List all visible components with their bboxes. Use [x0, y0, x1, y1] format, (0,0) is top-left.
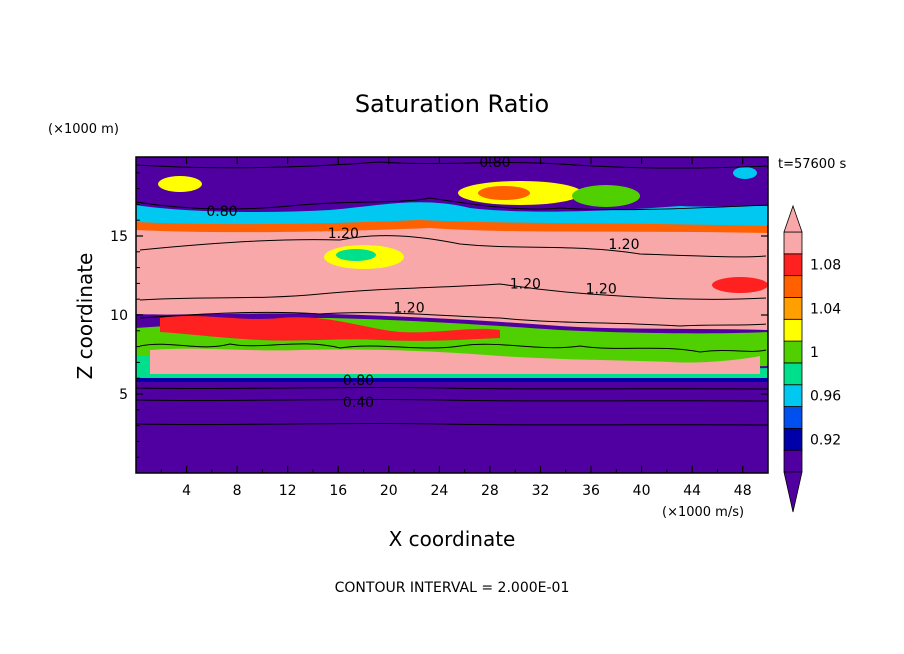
contour-line-0-80-upper — [136, 197, 768, 211]
x-tick-label: 24 — [430, 483, 448, 499]
y-tick-label: 5 — [119, 387, 128, 403]
x-tick-label: 28 — [481, 483, 499, 499]
cloud-patch-6 — [336, 249, 376, 261]
x-axis: 4 8 12 16 20 24 28 32 36 40 44 48 — [160, 157, 752, 499]
plot-field — [136, 157, 768, 473]
colorbar-label: 0.92 — [810, 432, 841, 448]
colorbar-segment — [783, 449, 803, 473]
contour-line-bottom — [136, 422, 768, 426]
y-units-label: (×1000 m) — [48, 122, 119, 137]
colorbar-segment — [783, 275, 803, 298]
x-tick-label: 40 — [633, 483, 651, 499]
x-tick-label: 36 — [582, 483, 600, 499]
contour-labels: 0.80 0.80 1.20 1.20 1.20 1.20 1.20 0.80 0.40 — [206, 155, 639, 411]
time-label: t=57600 s — [778, 157, 846, 172]
x-tick-label: 32 — [532, 483, 550, 499]
colorbar-top-arrow — [783, 204, 803, 233]
contour-line-0-80-lower — [136, 386, 768, 390]
contour-line-1-20-mid — [139, 283, 767, 301]
x-tick-label: 16 — [329, 483, 347, 499]
colorbar-segment — [783, 362, 803, 386]
x-tick-label: 48 — [734, 483, 752, 499]
chart-title: Saturation Ratio — [355, 90, 549, 118]
contour-label: 0.80 — [206, 204, 237, 220]
x-tick-label: 20 — [380, 483, 398, 499]
colorbar-segment — [783, 384, 803, 407]
cloud-patch-3 — [572, 185, 640, 207]
contour-interval-footer: CONTOUR INTERVAL = 2.000E-01 — [335, 580, 570, 596]
main-saturated-region — [136, 228, 768, 330]
contour-label: 0.80 — [343, 373, 374, 389]
colorbar-label: 0.96 — [810, 389, 841, 405]
cloud-patch-7 — [712, 277, 768, 293]
x-tick-label: 44 — [683, 483, 701, 499]
contour-label: 1.20 — [608, 237, 639, 253]
x-tick-label: 4 — [182, 483, 191, 499]
colorbar-bottom-arrow — [783, 471, 803, 513]
contour-label: 1.20 — [510, 277, 541, 293]
cloud-patch-2 — [478, 186, 530, 200]
cloud-patch-4 — [158, 176, 202, 192]
contour-label: 1.20 — [586, 281, 617, 297]
y-axis-label: Z coordinate — [73, 253, 97, 380]
x-axis-label: X coordinate — [389, 527, 516, 551]
mid-cloud-red-streak — [160, 316, 500, 341]
colorbar-label: 1.04 — [810, 301, 841, 317]
colorbar-segment — [783, 427, 803, 451]
contour-label: 1.20 — [393, 300, 424, 316]
colorbar-segment — [783, 253, 803, 277]
x-units-label: (×1000 m/s) — [662, 505, 744, 520]
colorbar-segment — [783, 318, 803, 342]
colorbar-segment — [783, 297, 803, 320]
contour-line-0-40 — [136, 398, 768, 402]
colorbar: 1.08 1.04 1 0.96 0.92 — [783, 204, 841, 513]
contour-line-1-20-upper — [139, 235, 767, 258]
contour-label: 0.40 — [343, 395, 374, 411]
cloud-patch-8 — [733, 167, 757, 179]
x-tick-label: 8 — [233, 483, 242, 499]
y-tick-label: 10 — [110, 308, 128, 324]
colorbar-segment — [783, 340, 803, 364]
contour-label: 0.80 — [479, 155, 510, 171]
contour-lines — [136, 161, 768, 426]
contour-line-0-80-top — [136, 161, 768, 169]
contour-line-mid-cloud — [139, 343, 767, 353]
x-tick-label: 12 — [279, 483, 297, 499]
contour-line-1-20-lower — [139, 311, 767, 327]
colorbar-segment — [783, 406, 803, 429]
colorbar-label: 1.08 — [810, 258, 841, 274]
y-axis: 5 10 15 — [110, 172, 768, 458]
colorbar-segment — [783, 231, 803, 255]
lower-dry-band — [136, 378, 768, 382]
colorbar-label: 1 — [810, 345, 819, 361]
lower-saturated-region — [150, 348, 760, 374]
contour-label: 1.20 — [328, 226, 359, 242]
y-tick-label: 15 — [110, 229, 128, 245]
